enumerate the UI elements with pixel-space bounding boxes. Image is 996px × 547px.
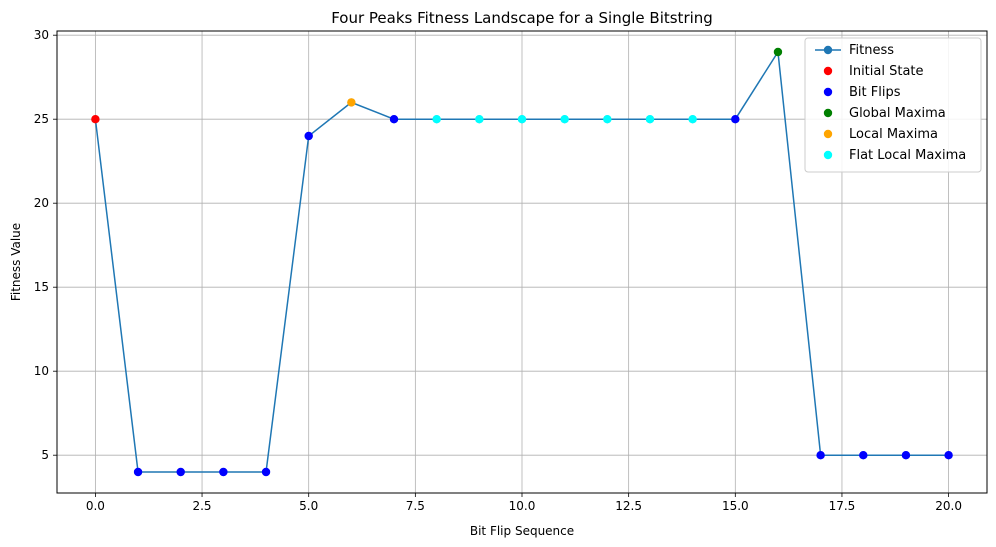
y-axis-label: Fitness Value [9,223,23,301]
plot-data [91,47,953,477]
bit-flips-point [389,115,399,124]
y-tick-label: 5 [41,448,49,462]
y-tick-label: 10 [34,364,49,378]
x-axis-label: Bit Flip Sequence [470,524,574,538]
x-tick-label: 12.5 [615,499,642,513]
axis-ticks: 0.0 2.5 5.0 7.5 10.0 12.5 15.0 17.5 20.0 5 10 15 20 2… [34,28,962,513]
legend-marker [823,129,833,139]
legend-marker [823,108,833,118]
legend-label: Flat Local Maxima [849,148,966,163]
legend-marker [823,66,833,76]
legend-label: Global Maxima [849,106,946,121]
legend-label: Bit Flips [849,85,901,100]
x-tick-label: 20.0 [935,499,962,513]
y-tick-label: 20 [34,196,49,210]
flat-local-maxima-point [475,115,484,124]
flat-local-maxima-point [517,115,527,124]
legend-label: Initial State [849,64,924,79]
bit-flips-point [304,131,313,141]
local-maxima-point [347,98,356,107]
global-maxima-point [773,47,783,57]
flat-local-maxima-point [688,115,697,124]
bit-flips-point [816,451,825,460]
bit-flips-point [901,451,911,460]
bit-flips-point [176,467,185,477]
flat-local-maxima-point [560,115,569,124]
y-tick-label: 25 [34,112,49,126]
legend-marker [823,150,833,160]
initial-state-point [91,115,100,124]
legend-box [804,37,982,173]
bit-flips-point [731,115,740,124]
legend: Fitness Initial State Bit Flips Global Maxi… [804,37,982,173]
legend-marker [823,45,833,55]
flat-local-maxima-point [432,115,441,124]
legend-label: Fitness [849,43,894,58]
flat-local-maxima-point [603,115,612,124]
bit-flips-point [219,467,228,477]
x-tick-label: 15.0 [722,499,749,513]
y-tick-label: 30 [34,28,49,42]
chart-title: Four Peaks Fitness Landscape for a Singl… [331,9,713,27]
x-tick-label: 2.5 [192,499,211,513]
bit-flips-point [133,467,143,477]
legend-label: Local Maxima [849,127,938,142]
bit-flips-point [859,451,868,460]
flat-local-maxima-point [645,115,655,124]
x-tick-label: 17.5 [829,499,856,513]
x-tick-label: 7.5 [406,499,425,513]
bit-flips-point [261,467,271,477]
y-tick-label: 15 [34,280,49,294]
x-tick-label: 0.0 [86,499,105,513]
legend-marker [823,87,833,97]
x-tick-label: 5.0 [299,499,318,513]
bit-flips-point [944,451,953,460]
x-tick-label: 10.0 [509,499,536,513]
